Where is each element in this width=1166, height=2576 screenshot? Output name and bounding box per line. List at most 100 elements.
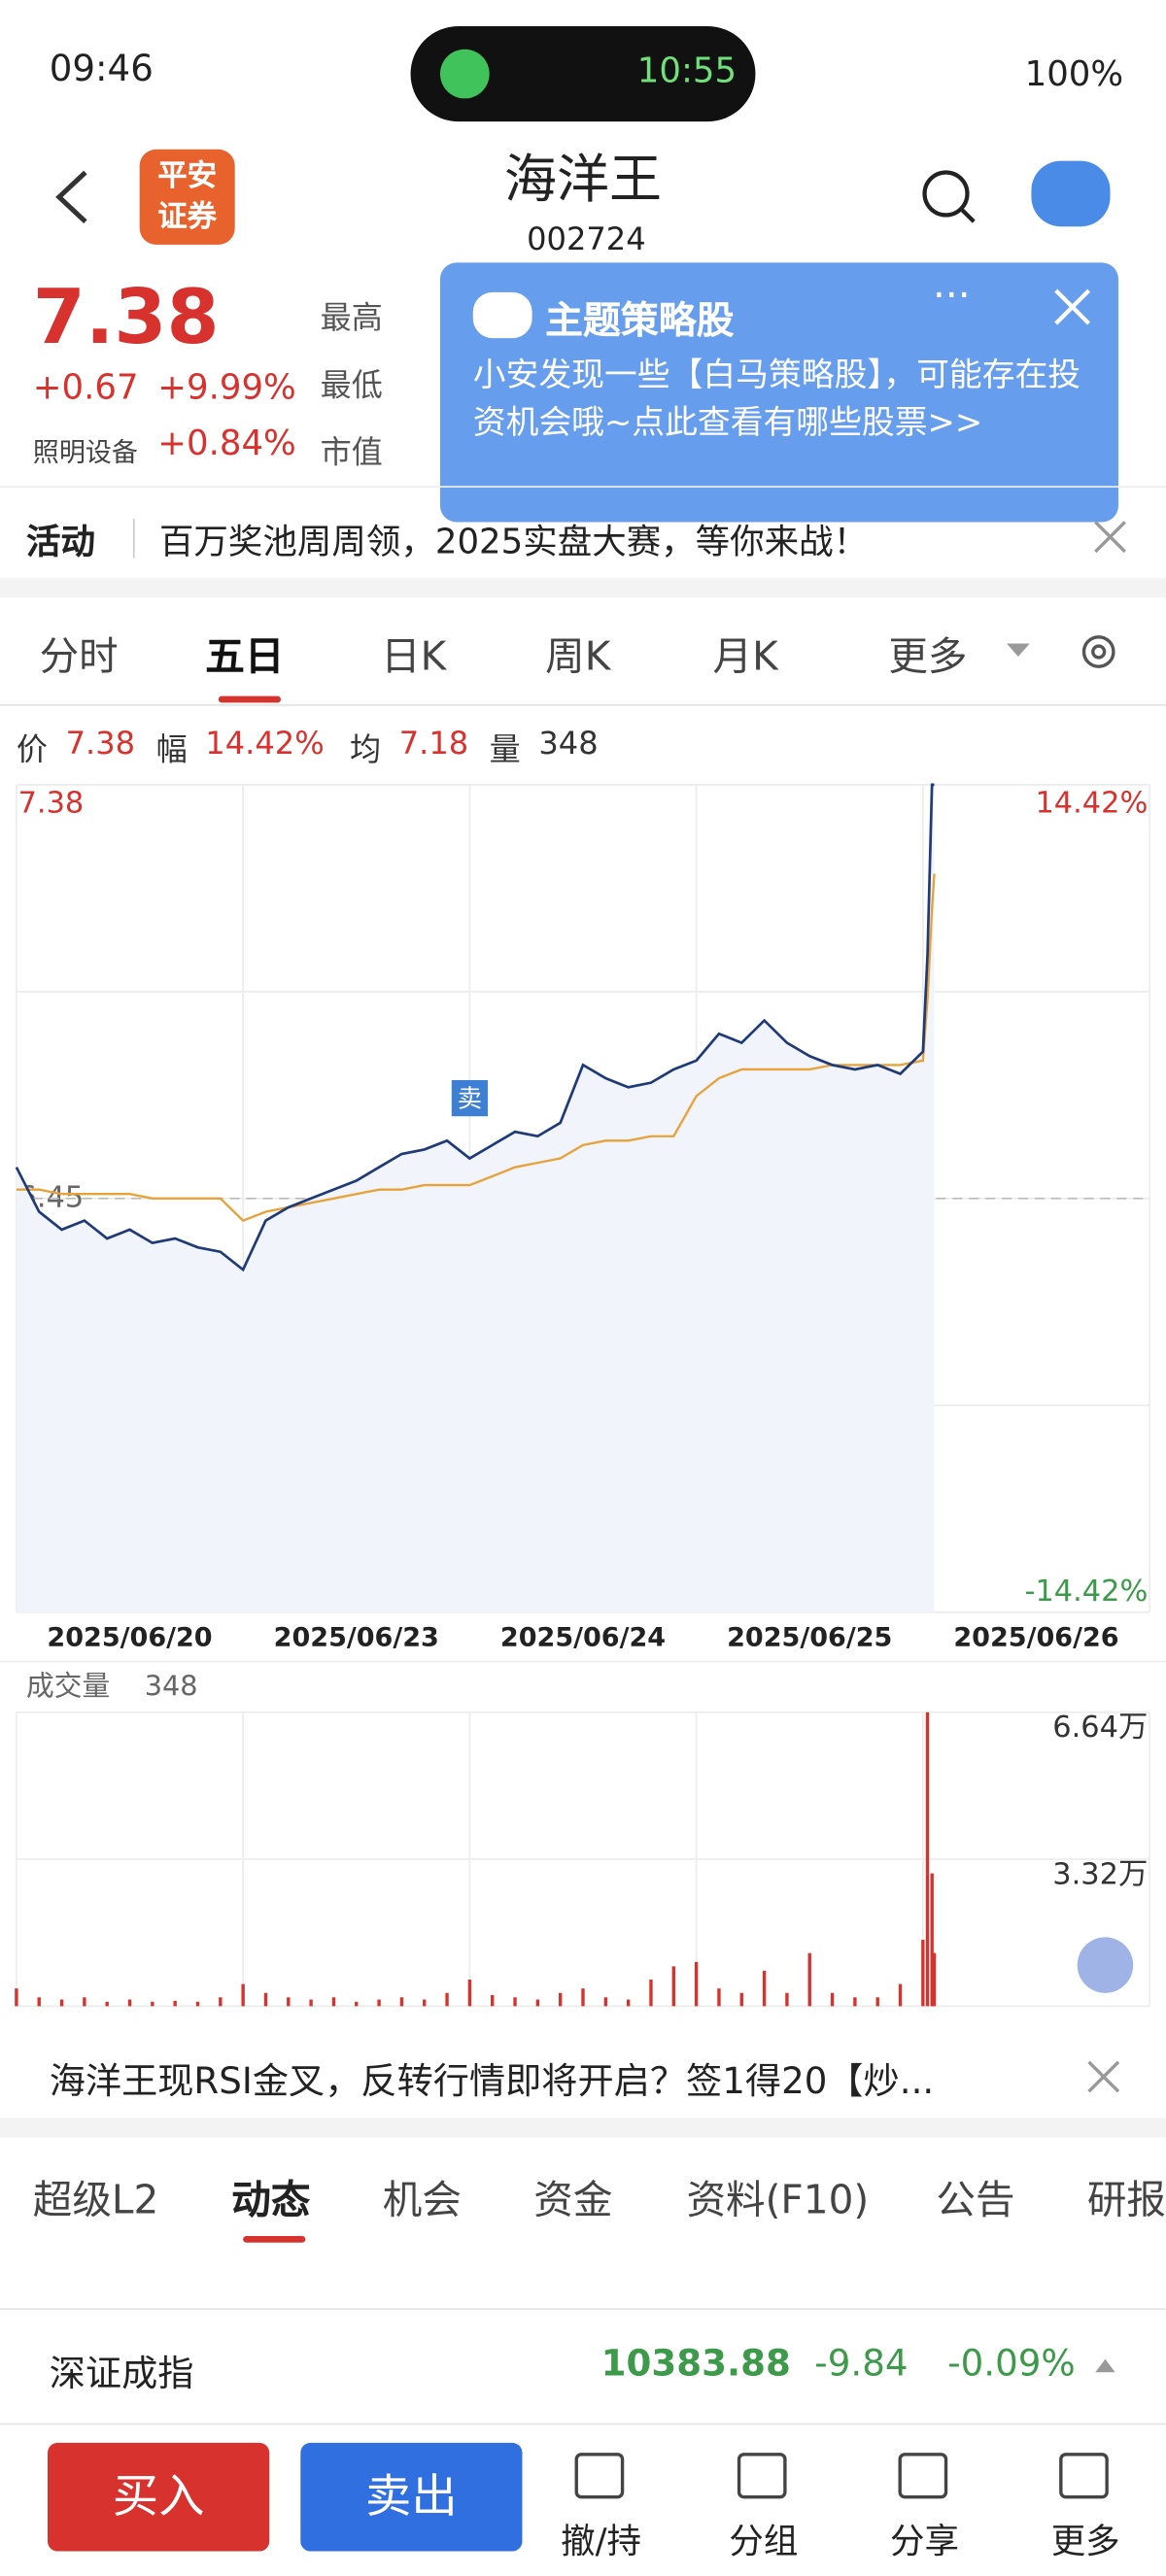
volume-bar [37,1997,41,2007]
volume-bar [875,1997,879,2007]
x-tick-label: 2025/06/25 [727,1622,892,1652]
sector: 照明设备 [32,436,138,468]
price: 7.38 [32,272,220,361]
action-icon[interactable] [574,2453,625,2499]
popup-close[interactable] [1051,286,1094,328]
stock-name: 海洋王 [503,148,663,211]
index-name: 深证成指 [49,2354,194,2395]
volume-bar [558,1992,563,2007]
volume-bar [445,1992,449,2007]
volume-current: 348 [145,1669,198,1702]
stock-code: 002724 [527,221,646,258]
y2-tick-label: -14.42% [1024,1575,1148,1609]
bottom-tab[interactable]: 研报 [1086,2177,1166,2223]
x-tick-label: 2025/06/26 [953,1622,1118,1652]
x-tick-label: 2025/06/23 [274,1622,439,1652]
x-tick-label: 2025/06/20 [47,1622,212,1652]
bottom-tab[interactable]: 机会 [382,2177,462,2223]
chart-tab[interactable]: 分时 [39,633,119,680]
sector-pct: +0.84% [157,424,296,463]
volume-tick-label: 3.32万 [1052,1857,1148,1891]
volume-bar [151,2001,154,2007]
divider [0,486,1166,488]
logo-text: 平安 [157,158,218,194]
bottom-tab[interactable]: 超级L2 [32,2177,159,2223]
series-line [16,873,936,1223]
activity-close[interactable] [1090,517,1130,557]
chart-tab[interactable]: 日K [381,633,447,680]
volume-bar [762,1970,767,2007]
volume-bar [898,1983,903,2007]
activity-label: 活动 [26,522,96,562]
broker-logo: 平安 证券 [139,149,235,245]
action-label[interactable]: 分组 [729,2522,799,2561]
volume-bar [603,1997,608,2007]
divider [132,519,135,559]
chart-tab[interactable]: 周K [545,633,611,680]
field-label: 最高 [320,300,383,337]
action-icon[interactable] [737,2453,787,2499]
call-time: 10:55 [636,51,737,90]
volume-bar [241,1983,245,2007]
index-change: -9.84 [814,2344,909,2386]
assistant-icon[interactable] [1031,160,1111,227]
news-close[interactable] [1083,2057,1123,2097]
volume-bar [535,1999,540,2007]
action-label[interactable]: 更多 [1050,2522,1120,2561]
y2-tick-label: 14.42% [1035,787,1148,821]
volume-bar [513,1997,517,2007]
bottom-tab[interactable]: 资料(F10) [686,2177,870,2223]
bottom-tab[interactable]: 公告 [936,2177,1015,2223]
status-time: 09:46 [49,49,154,90]
volume-bar [355,2001,359,2007]
logo-text: 证券 [157,200,218,235]
popup-more[interactable]: ··· [933,272,971,319]
volume-bar [694,1961,699,2007]
volume-bar [717,1988,721,2007]
gap [0,577,1166,598]
chart-tab[interactable]: 月K [712,633,778,680]
volume-bar [195,2001,200,2007]
volume-bar [83,1997,86,2007]
volume-bar [423,1999,427,2007]
popup-title: 主题策略股 [545,300,735,344]
chart-tab[interactable]: 更多 [888,633,968,680]
field-label: 最低 [320,367,383,404]
sell-marker [451,1080,488,1117]
price-area [16,784,935,1612]
search-button[interactable] [916,164,982,230]
action-label[interactable]: 撤/持 [561,2522,642,2561]
call-pill: 10:55 [410,26,756,122]
divider [0,2423,1166,2425]
volume-bar [830,1992,835,2007]
volume-bar [263,1992,268,2007]
info-item: 均 [350,731,382,768]
volume-bar [15,1988,18,2007]
action-icon[interactable] [898,2453,948,2499]
action-label[interactable]: 分享 [890,2522,960,2561]
popup[interactable]: 主题策略股 ··· 小安发现一些【白马策略股】，可能存在投资机会哦~点此查看有哪… [439,262,1118,523]
chart-tab[interactable]: 五日 [205,633,285,680]
sell-button[interactable]: 卖出 [300,2442,523,2552]
activity-text[interactable]: 百万奖池周周领，2025实盘大赛，等你来战！ [158,522,869,562]
popup-icon [472,291,532,339]
volume-bar [853,1997,857,2007]
bottom-tab[interactable]: 资金 [533,2177,613,2223]
index-pct: -0.09% [947,2344,1076,2386]
volume-bar [173,2000,177,2007]
volume-tick-label: 6.64万 [1052,1711,1148,1745]
buy-button[interactable]: 买入 [48,2442,270,2552]
back-button[interactable] [33,156,116,239]
bottom-tab[interactable]: 动态 [231,2177,311,2223]
volume-bar [59,1999,64,2007]
news-text[interactable]: 海洋王现RSI金叉，反转行情即将开启？签1得20【炒... [49,2061,935,2104]
settings-button[interactable] [1074,627,1123,677]
volume-bar [377,1999,381,2007]
volume-bar [399,1997,404,2007]
info-item: 7.18 [398,726,469,763]
popup-text: 小安发现一些【白马策略股】，可能存在投资机会哦~点此查看有哪些股票>> [472,355,1081,442]
tab-indicator [218,695,282,703]
action-icon[interactable] [1059,2453,1109,2499]
